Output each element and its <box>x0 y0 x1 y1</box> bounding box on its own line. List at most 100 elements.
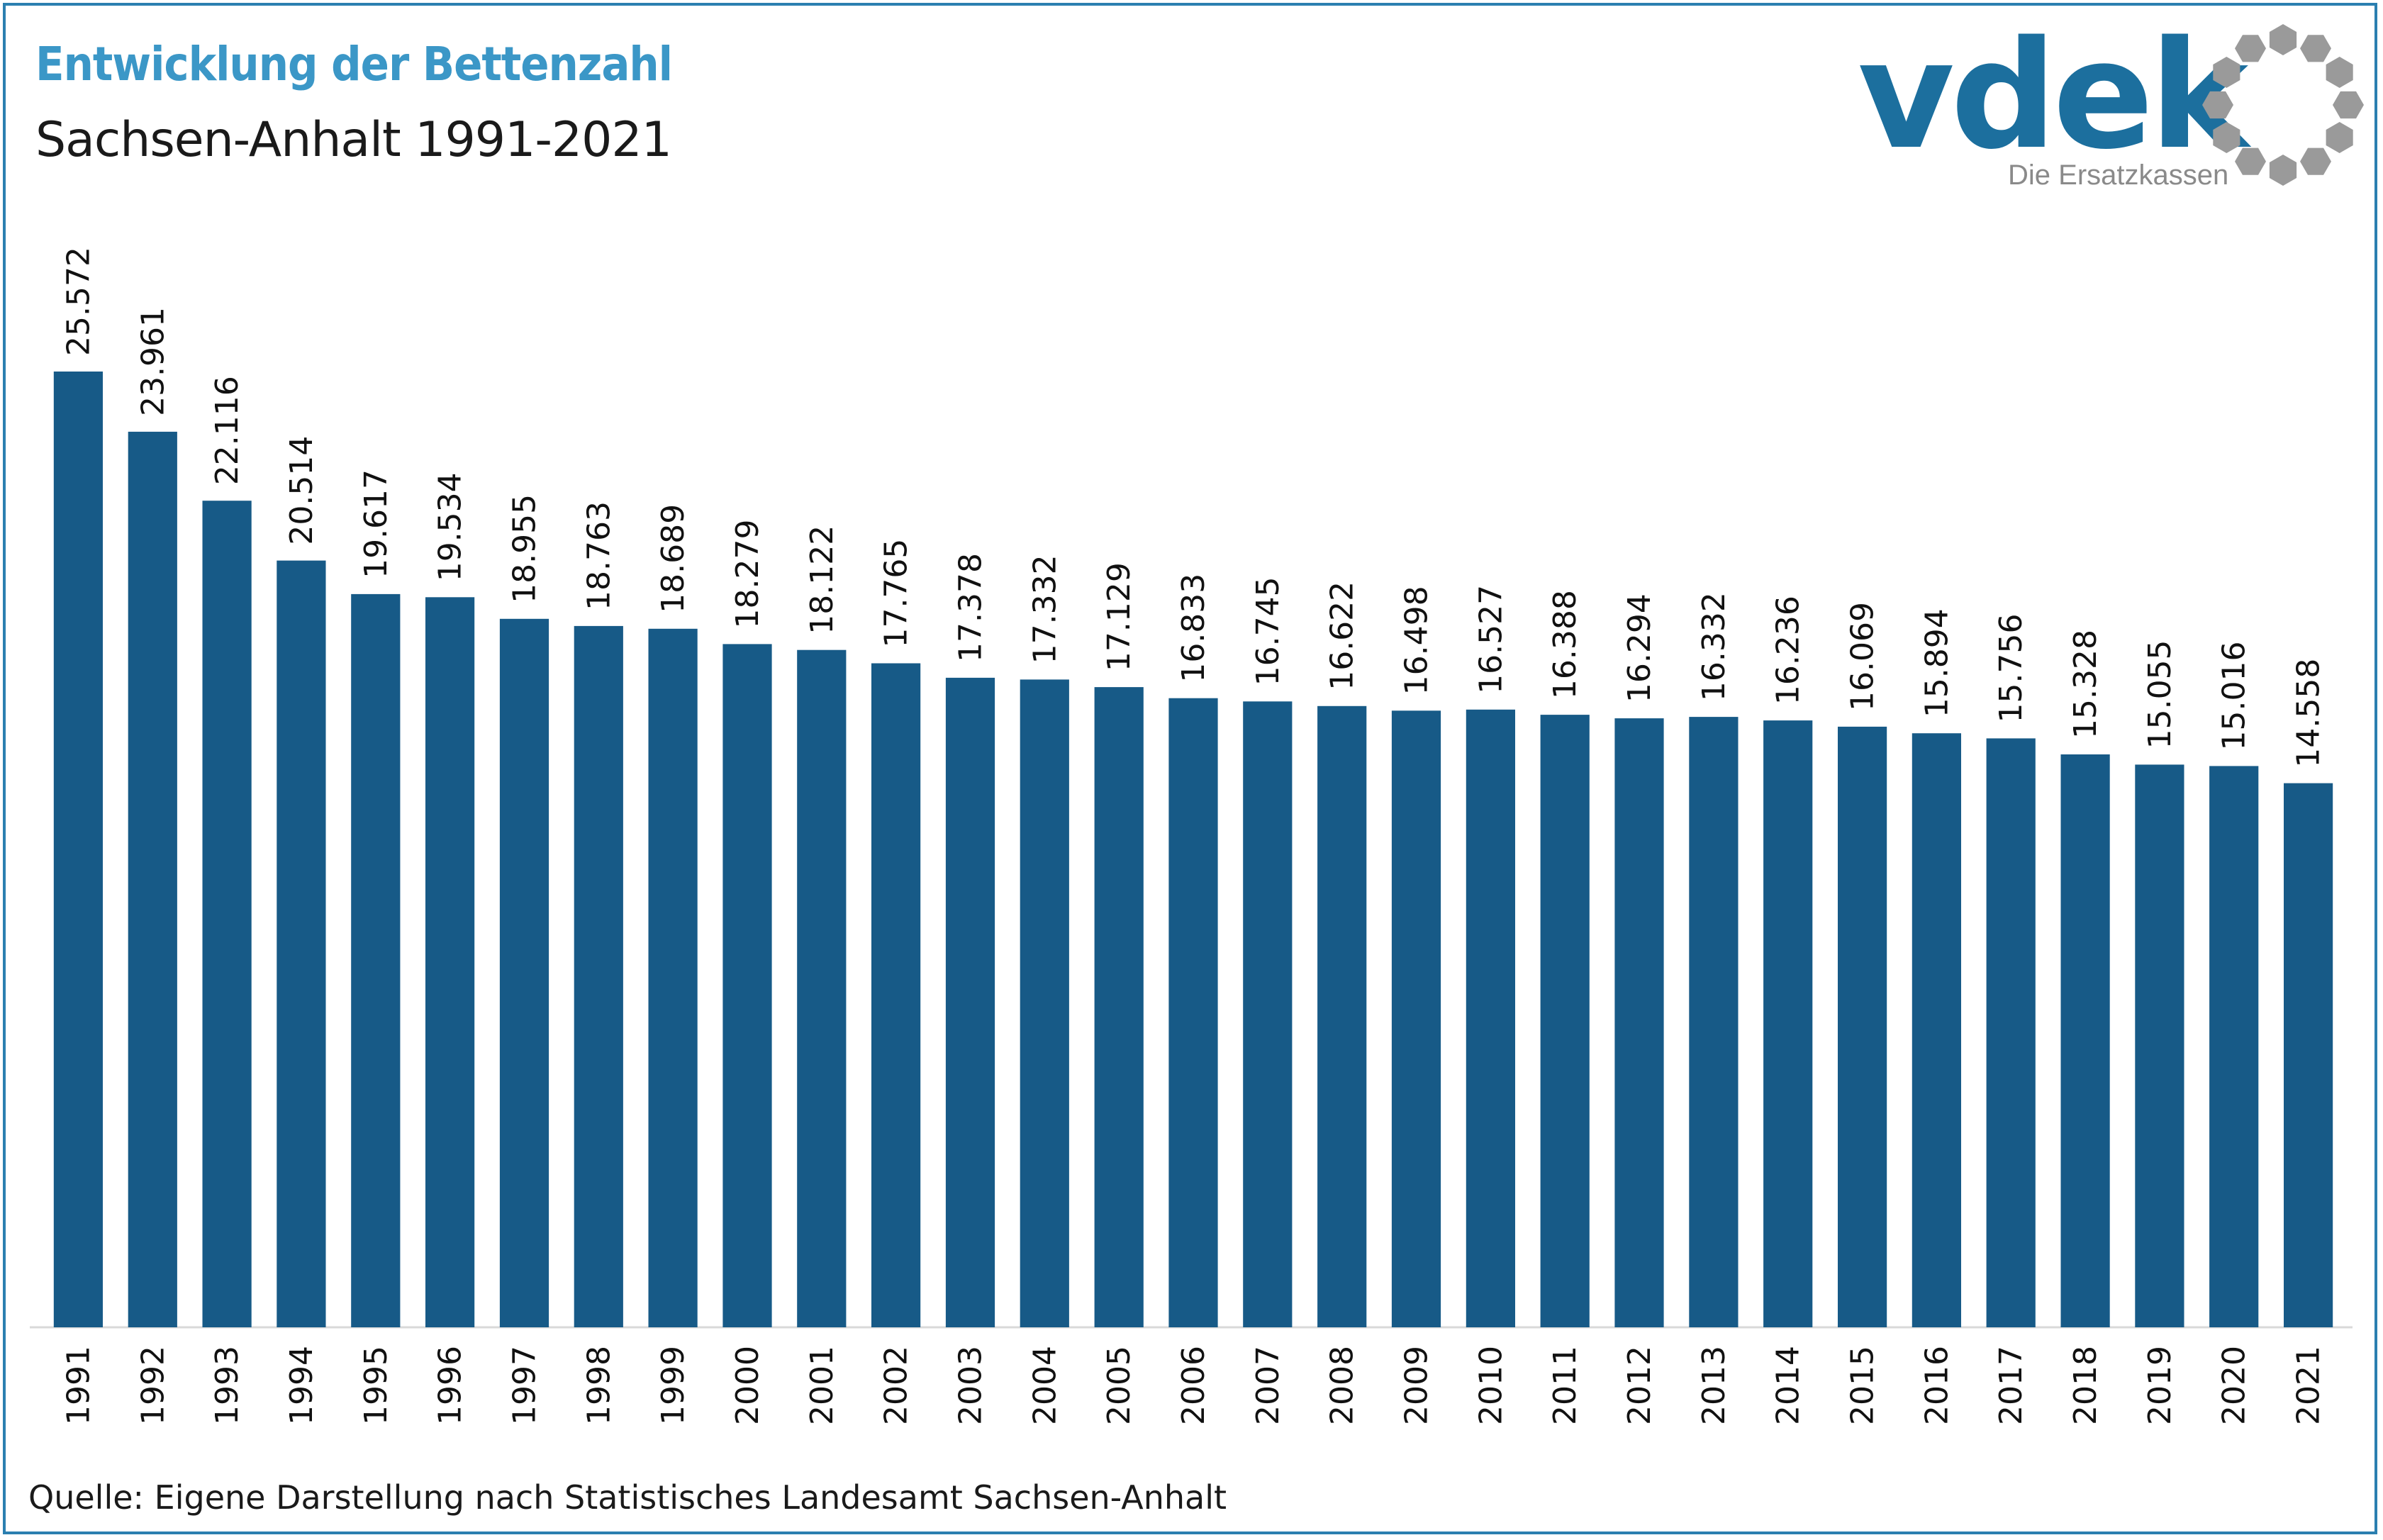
x-tick-label-2021: 2021 <box>2291 1346 2327 1425</box>
bar-2006 <box>1168 698 1218 1327</box>
bar-2009 <box>1391 710 1441 1327</box>
logo-tagline: Die Ersatzkassen <box>2008 160 2229 191</box>
bar-1996 <box>425 597 475 1327</box>
x-tick-label-1995: 1995 <box>358 1346 394 1425</box>
bar-2003 <box>945 677 995 1327</box>
x-tick-label-2012: 2012 <box>1622 1346 1658 1425</box>
bar-1998 <box>574 625 623 1327</box>
x-tick-label-2017: 2017 <box>1993 1346 2029 1425</box>
bar-2017 <box>1986 738 2036 1327</box>
x-tick-label-2001: 2001 <box>804 1346 840 1425</box>
chart-subtitle: Sachsen-Anhalt 1991-2021 <box>35 112 672 168</box>
data-label-2006: 16.833 <box>1176 574 1212 683</box>
x-tick-label-2003: 2003 <box>952 1346 988 1425</box>
x-tick-label-2000: 2000 <box>730 1346 766 1425</box>
data-label-1995: 19.617 <box>358 469 394 579</box>
bar-2001 <box>797 649 847 1327</box>
x-tick-label-1994: 1994 <box>284 1346 320 1425</box>
x-tick-label-2007: 2007 <box>1250 1346 1286 1425</box>
data-label-1999: 18.689 <box>655 504 691 613</box>
logo-ring-segment <box>2326 122 2353 153</box>
x-tick-label-1992: 1992 <box>135 1346 171 1425</box>
x-tick-label-2011: 2011 <box>1547 1346 1583 1425</box>
chart-title: Entwicklung der Bettenzahl <box>35 37 673 91</box>
x-tick-label-2004: 2004 <box>1027 1346 1063 1425</box>
logo-ring-segment <box>2235 147 2266 175</box>
bar-1997 <box>499 618 549 1327</box>
logo-ring-icon <box>2202 24 2364 186</box>
data-label-1994: 20.514 <box>284 436 320 545</box>
data-label-1998: 18.763 <box>581 501 617 610</box>
data-label-2013: 16.332 <box>1696 592 1732 701</box>
bar-2015 <box>1838 726 1887 1327</box>
data-label-2021: 14.558 <box>2291 659 2327 768</box>
data-label-2007: 16.745 <box>1250 576 1286 686</box>
bar-1995 <box>351 593 401 1327</box>
data-label-2017: 15.756 <box>1993 613 2029 722</box>
data-label-2018: 15.328 <box>2067 630 2104 739</box>
bar-1999 <box>648 628 698 1327</box>
bar-2010 <box>1466 709 1515 1327</box>
vdek-logo: vdek Die Ersatzkassen <box>1843 14 2368 199</box>
bar-2000 <box>722 644 772 1327</box>
x-tick-label-2014: 2014 <box>1770 1346 1807 1425</box>
data-label-2010: 16.527 <box>1473 585 1509 694</box>
data-label-2011: 16.388 <box>1547 590 1583 699</box>
x-tick-label-2010: 2010 <box>1473 1346 1509 1425</box>
bar-1993 <box>202 501 252 1328</box>
x-tick-label-2016: 2016 <box>1919 1346 1955 1425</box>
data-label-2005: 17.129 <box>1101 562 1137 671</box>
data-label-1991: 25.572 <box>60 247 96 356</box>
data-label-2020: 15.016 <box>2216 641 2253 750</box>
logo-wordmark: vdek <box>1858 9 2248 182</box>
bar-2014 <box>1763 720 1813 1327</box>
bar-2016 <box>1912 733 1961 1327</box>
x-tick-label-2005: 2005 <box>1101 1346 1137 1425</box>
data-label-2002: 17.765 <box>878 539 915 648</box>
x-tick-label-2009: 2009 <box>1399 1346 1435 1425</box>
x-tick-label-1993: 1993 <box>209 1346 245 1425</box>
bar-2005 <box>1094 687 1144 1327</box>
data-label-2015: 16.069 <box>1845 602 1881 711</box>
data-label-1997: 18.955 <box>506 494 542 603</box>
data-label-1996: 19.534 <box>432 472 469 581</box>
data-label-2008: 16.622 <box>1324 581 1361 691</box>
x-tick-label-1996: 1996 <box>432 1346 469 1425</box>
x-tick-label-2018: 2018 <box>2067 1346 2104 1425</box>
bar-2004 <box>1020 679 1069 1327</box>
logo-ring-segment <box>2235 35 2266 62</box>
bar-2002 <box>871 663 921 1327</box>
bar-2020 <box>2209 766 2259 1327</box>
bar-2019 <box>2135 764 2184 1327</box>
bar-1992 <box>128 431 177 1327</box>
data-label-2019: 15.055 <box>2142 640 2178 749</box>
x-tick-label-1997: 1997 <box>506 1346 542 1425</box>
bar-2011 <box>1540 715 1590 1327</box>
bar-1991 <box>53 372 103 1327</box>
logo-ring-segment <box>2202 91 2233 119</box>
data-label-2016: 15.894 <box>1919 608 1955 718</box>
data-label-2012: 16.294 <box>1622 593 1658 703</box>
x-tick-label-2019: 2019 <box>2142 1346 2178 1425</box>
x-tick-label-2006: 2006 <box>1176 1346 1212 1425</box>
bar-2013 <box>1689 717 1739 1327</box>
x-tick-label-1991: 1991 <box>60 1346 96 1425</box>
data-label-2004: 17.332 <box>1027 554 1063 664</box>
data-label-2001: 18.122 <box>804 525 840 635</box>
logo-ring-segment <box>2269 24 2297 55</box>
bar-2018 <box>2060 754 2110 1327</box>
x-tick-label-2020: 2020 <box>2216 1346 2253 1425</box>
logo-ring-segment <box>2300 35 2331 62</box>
x-tick-label-1998: 1998 <box>581 1346 617 1425</box>
logo-ring-segment <box>2213 122 2240 153</box>
chart-frame <box>3 3 2377 1534</box>
x-tick-label-2013: 2013 <box>1696 1346 1732 1425</box>
data-label-2014: 16.236 <box>1770 596 1807 705</box>
bar-1994 <box>277 560 326 1327</box>
bar-2008 <box>1317 705 1367 1327</box>
bar-2012 <box>1614 718 1664 1327</box>
data-label-1992: 23.961 <box>135 307 171 416</box>
data-label-1993: 22.116 <box>209 376 245 485</box>
logo-ring-segment <box>2300 147 2331 175</box>
